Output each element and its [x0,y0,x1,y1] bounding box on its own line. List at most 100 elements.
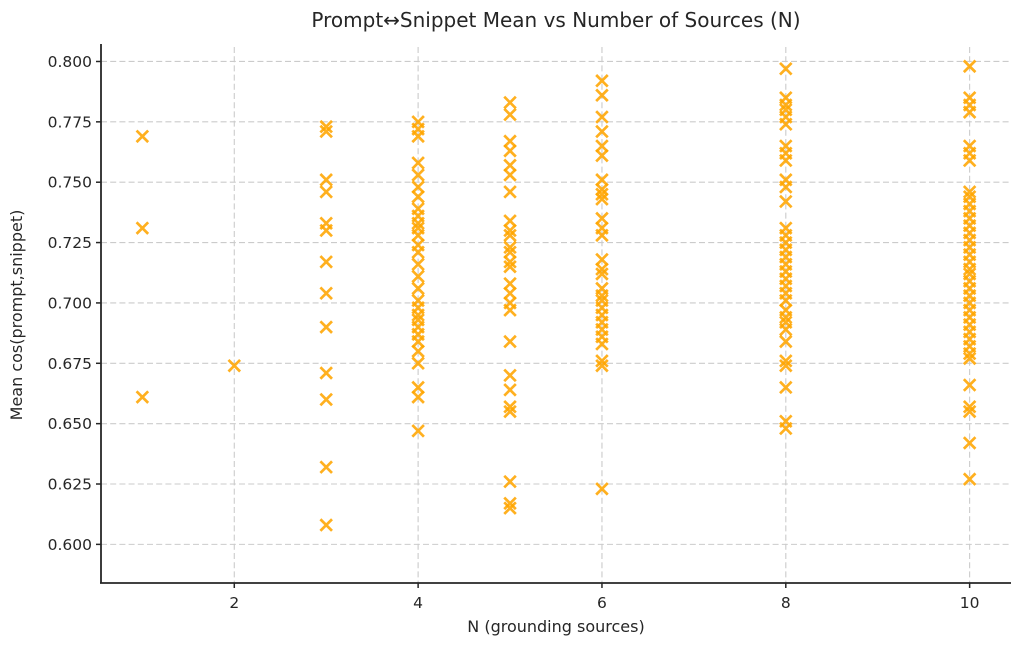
data-point-marker [411,356,425,371]
data-point-marker [595,337,609,351]
data-point-marker [779,61,793,76]
axis-layer [96,44,1011,588]
data-point-marker [595,187,609,202]
data-point-marker [503,404,517,419]
data-point-marker [319,173,333,187]
y-tick-label: 0.675 [48,355,92,373]
data-point-marker [962,105,977,119]
y-tick-label: 0.600 [48,536,92,554]
data-point-marker [595,110,609,124]
data-point-marker [319,460,333,474]
data-point-marker [411,228,425,243]
x-tick-label: 8 [781,594,791,612]
data-point-marker [503,107,517,122]
data-point-marker [595,173,609,187]
data-point-marker [503,276,517,291]
data-point-marker [411,257,425,272]
data-point-marker [779,180,793,194]
data-point-marker [411,189,425,204]
data-point-marker [779,354,793,368]
data-point-marker [503,259,517,274]
data-point-marker [595,228,609,243]
data-point-marker [411,424,425,438]
data-point-marker [411,380,425,395]
data-points-layer [135,59,977,532]
data-point-marker [503,286,517,301]
x-axis-label: N (grounding sources) [467,617,644,636]
data-point-marker [595,267,609,281]
data-point-marker [319,124,333,139]
data-point-marker [411,168,425,182]
data-point-marker [779,358,793,373]
data-point-marker [503,334,517,349]
data-point-marker [962,153,977,168]
y-tick-label: 0.650 [48,415,92,433]
data-point-marker [595,211,609,226]
data-point-marker [779,98,793,112]
y-tick-label: 0.750 [48,174,92,192]
data-point-marker [503,214,517,228]
data-point-marker [411,245,425,259]
data-point-marker [411,344,425,358]
x-tick-label: 4 [413,594,423,612]
data-point-marker [503,158,517,173]
data-point-marker [503,303,517,317]
data-point-marker [503,245,517,259]
data-point-marker [595,358,609,373]
data-point-marker [595,252,609,267]
data-point-marker [227,358,242,373]
data-point-marker [503,255,517,269]
data-point-marker [319,223,333,238]
data-point-marker [595,262,609,276]
x-tick-label: 10 [960,594,980,612]
data-point-marker [411,334,425,349]
data-point-marker [411,216,425,231]
data-point-marker [319,366,333,380]
data-point-marker [503,474,517,489]
data-point-marker [503,496,517,511]
data-point-marker [319,518,333,532]
data-point-marker [595,354,609,368]
data-point-marker [779,194,793,209]
data-point-marker [503,144,517,158]
data-point-marker [595,124,609,139]
data-point-marker [595,139,609,153]
data-point-marker [503,501,517,515]
data-point-marker [779,380,793,395]
data-point-marker [962,346,977,361]
data-point-marker [319,255,333,269]
data-point-marker [962,185,977,199]
x-tick-label: 2 [229,594,239,612]
data-point-marker [319,286,333,301]
y-tick-label: 0.625 [48,476,92,494]
y-axis-label: Mean cos(prompt,snippet) [7,210,26,421]
data-point-marker [595,74,609,88]
data-point-marker [595,88,609,103]
data-point-marker [595,182,609,197]
data-point-marker [319,392,333,407]
data-point-marker [779,421,793,436]
tick-label-layer: 0.600 0.625 0.650 0.675 0.700 0.725 0.750 0.775… [48,53,980,612]
data-point-marker [779,293,793,308]
data-point-marker [503,383,517,397]
data-point-marker [962,262,977,276]
data-point-marker [962,472,977,486]
data-point-marker [962,351,977,366]
data-point-marker [779,153,793,168]
data-point-marker [503,95,517,110]
data-point-marker [503,223,517,238]
data-point-marker [962,436,977,450]
data-point-marker [411,180,425,194]
data-point-marker [962,59,977,74]
data-point-marker [503,240,517,255]
y-tick-label: 0.700 [48,294,92,312]
data-point-marker [411,390,425,404]
data-point-marker [411,281,425,296]
data-point-marker [962,404,977,419]
data-point-marker [779,322,793,337]
data-point-marker [319,320,333,334]
grid-layer [101,47,1011,583]
data-point-marker [595,192,609,206]
